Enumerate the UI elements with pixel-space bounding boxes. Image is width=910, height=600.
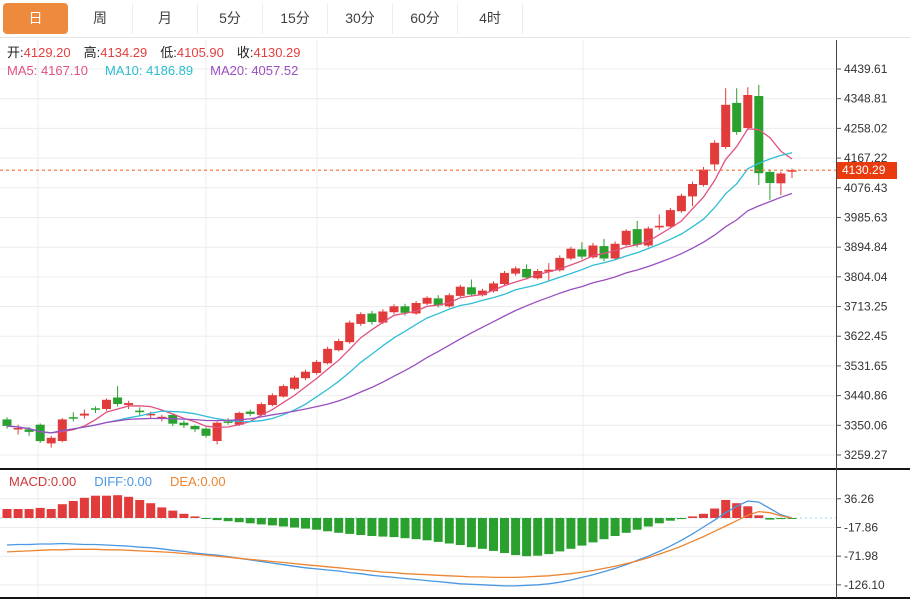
y-tick-label: 36.26 <box>844 492 874 506</box>
tab-weekly[interactable]: 周 <box>68 3 133 34</box>
macd-histogram <box>2 495 797 557</box>
current-price-badge: 4130.29 <box>837 162 897 179</box>
dea-line <box>6 510 793 579</box>
macd-info-row: MACD:0.00 DIFF:0.00 DEA:0.00 <box>9 474 244 489</box>
ma10-line <box>6 152 793 434</box>
y-tick-label: 3804.04 <box>844 270 888 284</box>
y-tick-label: -17.86 <box>844 520 878 534</box>
tab-monthly[interactable]: 月 <box>133 3 198 34</box>
ma20-line <box>6 192 793 434</box>
macd-value: MACD:0.00 <box>9 474 77 489</box>
y-tick-label: -71.98 <box>844 549 878 563</box>
tab-daily[interactable]: 日 <box>3 3 68 34</box>
tab-4hour[interactable]: 4时 <box>458 3 523 34</box>
ma10-value: MA10: 4186.89 <box>104 63 194 78</box>
ma5-value: MA5: 4167.10 <box>7 63 88 78</box>
tab-15min[interactable]: 15分 <box>263 3 328 34</box>
open-value: 4129.20 <box>23 45 71 60</box>
y-tick-label: 4076.43 <box>844 181 888 195</box>
low-label: 低: <box>160 45 177 60</box>
y-tick-label: 3440.86 <box>844 389 888 403</box>
open-label: 开: <box>7 45 24 60</box>
y-tick-label: 3985.63 <box>844 210 888 224</box>
y-tick-label: 4258.02 <box>844 121 888 135</box>
chart-frame <box>0 40 910 599</box>
diff-value: DIFF:0.00 <box>94 474 152 489</box>
ma-info-row: MA5: 4167.10 MA10: 4186.89 MA20: 4057.52 <box>7 63 315 78</box>
ma5-line <box>6 128 793 434</box>
y-tick-label: 3622.45 <box>844 329 888 343</box>
close-value: 4130.29 <box>253 45 301 60</box>
low-value: 4105.90 <box>176 45 224 60</box>
close-label: 收: <box>236 45 254 60</box>
y-tick-label: 3531.65 <box>844 359 888 373</box>
tab-5min[interactable]: 5分 <box>198 3 263 34</box>
y-tick-label: 3259.27 <box>844 448 888 462</box>
timeframe-tabbar: 日 周 月 5分 15分 30分 60分 4时 <box>0 0 910 38</box>
diff-line <box>6 500 793 587</box>
tab-30min[interactable]: 30分 <box>328 3 393 34</box>
y-tick-label: 4167.22 <box>844 151 888 165</box>
high-label: 高: <box>83 45 101 60</box>
y-axis-labels: 4439.61 4348.81 4258.02 4167.22 4076.43 3985.… <box>836 62 888 592</box>
y-tick-label: 4348.81 <box>844 92 888 106</box>
ohlc-info-row: 开:4129.20 高:4134.29 低:4105.90 收:4130.29 <box>7 42 314 61</box>
y-tick-label: 3894.84 <box>844 240 888 254</box>
y-tick-label: 3713.25 <box>844 300 888 314</box>
ma20-value: MA20: 4057.52 <box>210 63 299 78</box>
y-tick-label: 4439.61 <box>844 62 888 76</box>
tab-60min[interactable]: 60分 <box>393 3 458 34</box>
y-tick-label: -126.10 <box>844 578 885 592</box>
y-tick-label: 3350.06 <box>844 418 888 432</box>
dea-value: DEA:0.00 <box>170 474 226 489</box>
candles <box>2 84 797 448</box>
high-value: 4134.29 <box>100 45 148 60</box>
